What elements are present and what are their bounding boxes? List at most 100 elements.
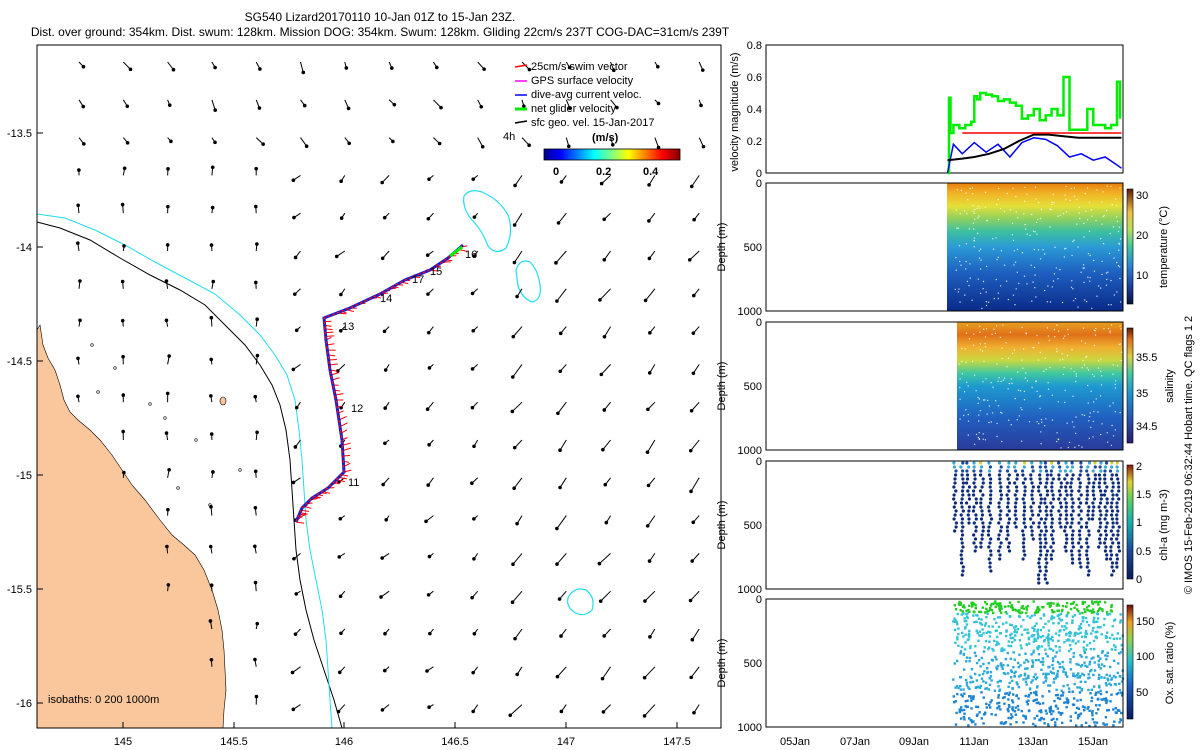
sample-dot: [1093, 344, 1096, 347]
sample-dot: [1023, 275, 1026, 277]
chla-dot: [1099, 533, 1103, 537]
sal-colorbar-label: salinity: [1164, 369, 1176, 403]
sfc-vel-arrow: [556, 212, 567, 225]
sample-dot: [1036, 421, 1038, 423]
sample-dot: [973, 443, 976, 445]
oxygen-dot: [1032, 649, 1035, 652]
svg-text:net glider velocity: net glider velocity: [531, 103, 616, 115]
oxygen-dot: [1056, 707, 1060, 710]
sample-dot: [1065, 211, 1068, 213]
chl-colorbar: [1126, 464, 1134, 580]
oxygen-dot: [1040, 717, 1043, 720]
sample-dot: [1056, 350, 1058, 353]
oxygen-surface-dot: [1061, 604, 1065, 608]
chla-dot: [987, 505, 991, 509]
chla-dot: [954, 509, 958, 513]
oxygen-dot: [1031, 634, 1035, 637]
oxygen-surface-dot: [998, 607, 1001, 610]
sample-dot: [1065, 247, 1067, 250]
oxygen-dot: [1020, 709, 1023, 713]
oxygen-dot: [962, 688, 965, 691]
chla-dot: [1031, 513, 1035, 517]
oxygen-dot: [953, 628, 957, 632]
sample-dot: [985, 291, 987, 293]
chla-dot: [1111, 525, 1115, 529]
chla-dot: [1029, 517, 1033, 521]
sample-dot: [998, 377, 1000, 379]
sample-dot: [1014, 261, 1017, 263]
oxygen-dot: [1052, 616, 1056, 619]
sfc-vel-arrow: [555, 553, 567, 566]
sample-dot: [956, 227, 958, 229]
sample-dot: [1106, 432, 1108, 434]
oxygen-dot: [997, 685, 1000, 688]
sample-dot: [1082, 327, 1085, 329]
sample-dot: [1007, 357, 1010, 359]
chla-dot: [954, 489, 958, 493]
chla-dot: [1110, 473, 1114, 477]
sfc-vel-arrow: [165, 544, 169, 554]
chla-dot: [1098, 477, 1102, 481]
oxygen-dot: [1109, 665, 1112, 669]
chla-dot: [1115, 565, 1119, 569]
oxygen-dot: [998, 679, 1001, 683]
chla-dot: [1049, 513, 1053, 517]
velocity-series-0: [947, 75, 1122, 175]
oxygen-dot: [1065, 613, 1069, 617]
chla-dot: [1030, 461, 1034, 465]
oxygen-surface-dot: [953, 604, 956, 607]
chla-dot: [1079, 493, 1083, 497]
chla-dot: [1030, 509, 1034, 513]
oxygen-dot: [1106, 631, 1109, 634]
chla-dot: [1104, 513, 1108, 517]
chla-dot: [1115, 465, 1119, 469]
oxygen-dot: [1031, 661, 1035, 664]
sample-dot: [978, 420, 980, 422]
oxygen-dot: [1034, 658, 1038, 662]
oxygen-dot: [1114, 707, 1117, 710]
sample-dot: [1085, 210, 1087, 212]
oxygen-dot: [954, 723, 958, 726]
chla-dot: [1051, 497, 1055, 501]
oxygen-dot: [999, 708, 1002, 711]
sample-dot: [1072, 300, 1075, 302]
oxygen-dot: [1052, 622, 1055, 625]
sfc-vel-arrow: [209, 583, 214, 592]
oxygen-dot: [995, 667, 999, 671]
sample-dot: [1064, 194, 1066, 196]
oxygen-dot: [976, 705, 980, 709]
oxygen-dot: [1031, 626, 1034, 629]
oxygen-surface-dot: [999, 602, 1002, 606]
sfc-vel-arrow: [253, 469, 258, 478]
oxygen-dot: [1060, 689, 1063, 692]
sample-dot: [997, 405, 1000, 407]
imos-credit: © IMOS 15-Feb-2019 06:32:44 Hobart time.…: [1183, 316, 1195, 594]
sfc-vel-arrow: [433, 137, 442, 146]
sample-dot: [1083, 414, 1086, 416]
oxygen-dot: [1027, 699, 1030, 702]
sample-dot: [1096, 295, 1098, 297]
chla-dot: [1103, 529, 1108, 533]
chla-dot: [1037, 505, 1042, 509]
sample-dot: [977, 217, 979, 219]
islet: [113, 366, 117, 370]
chla-dot: [1091, 469, 1095, 473]
oxygen-dot: [1112, 724, 1115, 727]
oxygen-dot: [967, 633, 970, 637]
oxygen-dot: [1093, 685, 1096, 688]
sfc-vel-arrow: [515, 666, 523, 677]
sample-dot: [1100, 384, 1103, 386]
oxy-colorbar: [1126, 604, 1134, 720]
oxygen-dot: [968, 629, 971, 633]
chla-dot: [980, 485, 984, 489]
oxygen-dot: [975, 620, 978, 623]
oxygen-dot: [1003, 722, 1007, 725]
chla-dot: [1023, 493, 1027, 497]
oxygen-dot: [1077, 707, 1081, 710]
sample-dot: [982, 399, 985, 401]
oxygen-dot: [985, 631, 988, 634]
oxygen-dot: [1120, 691, 1123, 694]
sample-dot: [1102, 243, 1105, 245]
oxygen-surface-dot: [1098, 600, 1101, 603]
